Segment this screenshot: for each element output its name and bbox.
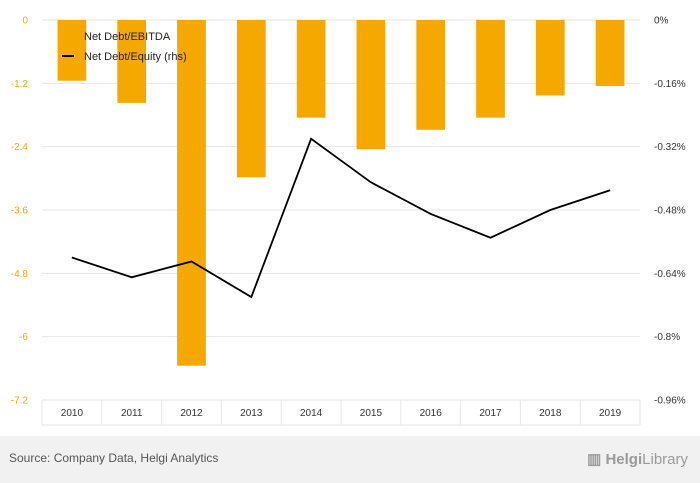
x-tick-label: 2010 <box>61 408 84 419</box>
logo-icon: ▥ <box>587 451 606 468</box>
bar <box>356 20 386 150</box>
logo-text-light: Library <box>642 451 688 468</box>
bar <box>177 20 206 366</box>
y-left-tick-label: -3.6 <box>11 206 29 217</box>
y-right-tick-label: 0% <box>654 16 669 27</box>
y-left-tick-label: -4.8 <box>11 269 29 280</box>
bar <box>476 20 505 118</box>
x-tick-label: 2015 <box>360 408 383 419</box>
x-tick-label: 2012 <box>180 408 203 419</box>
legend-swatch-bar <box>62 31 72 41</box>
bar <box>117 20 147 103</box>
y-left-tick-label: -7.2 <box>11 396 29 407</box>
legend-label-line: Net Debt/Equity (rhs) <box>84 51 187 63</box>
x-tick-label: 2014 <box>300 408 323 419</box>
x-tick-label: 2017 <box>479 408 502 419</box>
footer-bar <box>0 436 700 483</box>
bar <box>236 20 266 178</box>
y-left-tick-label: -6 <box>19 332 28 343</box>
bar <box>535 20 565 96</box>
y-right-tick-label: -0.96% <box>654 396 686 407</box>
y-right-tick-label: -0.64% <box>654 269 686 280</box>
line-series <box>71 137 611 299</box>
x-tick-label: 2011 <box>121 408 143 419</box>
y-left-tick-label: 0 <box>22 16 28 27</box>
legend-label-bar: Net Debt/EBITDA <box>84 31 171 43</box>
logo-text-bold: Helgi <box>605 451 643 468</box>
x-tick-label: 2016 <box>420 408 443 419</box>
helgi-library-logo: ▥ HelgiLibrary <box>587 450 688 468</box>
y-right-tick-label: -0.16% <box>654 79 686 90</box>
y-right-tick-label: -0.8% <box>654 332 680 343</box>
y-left-tick-label: -2.4 <box>11 142 29 153</box>
x-tick-label: 2018 <box>539 408 562 419</box>
source-note: Source: Company Data, Helgi Analytics <box>9 451 219 465</box>
bar <box>57 20 87 81</box>
bar <box>595 20 625 86</box>
bar <box>296 20 326 118</box>
y-right-tick-label: -0.32% <box>654 142 686 153</box>
y-right-tick-label: -0.48% <box>654 206 686 217</box>
bar <box>416 20 446 130</box>
x-tick-label: 2019 <box>599 408 622 419</box>
y-left-tick-label: -1.2 <box>11 79 29 90</box>
x-tick-label: 2013 <box>240 408 263 419</box>
